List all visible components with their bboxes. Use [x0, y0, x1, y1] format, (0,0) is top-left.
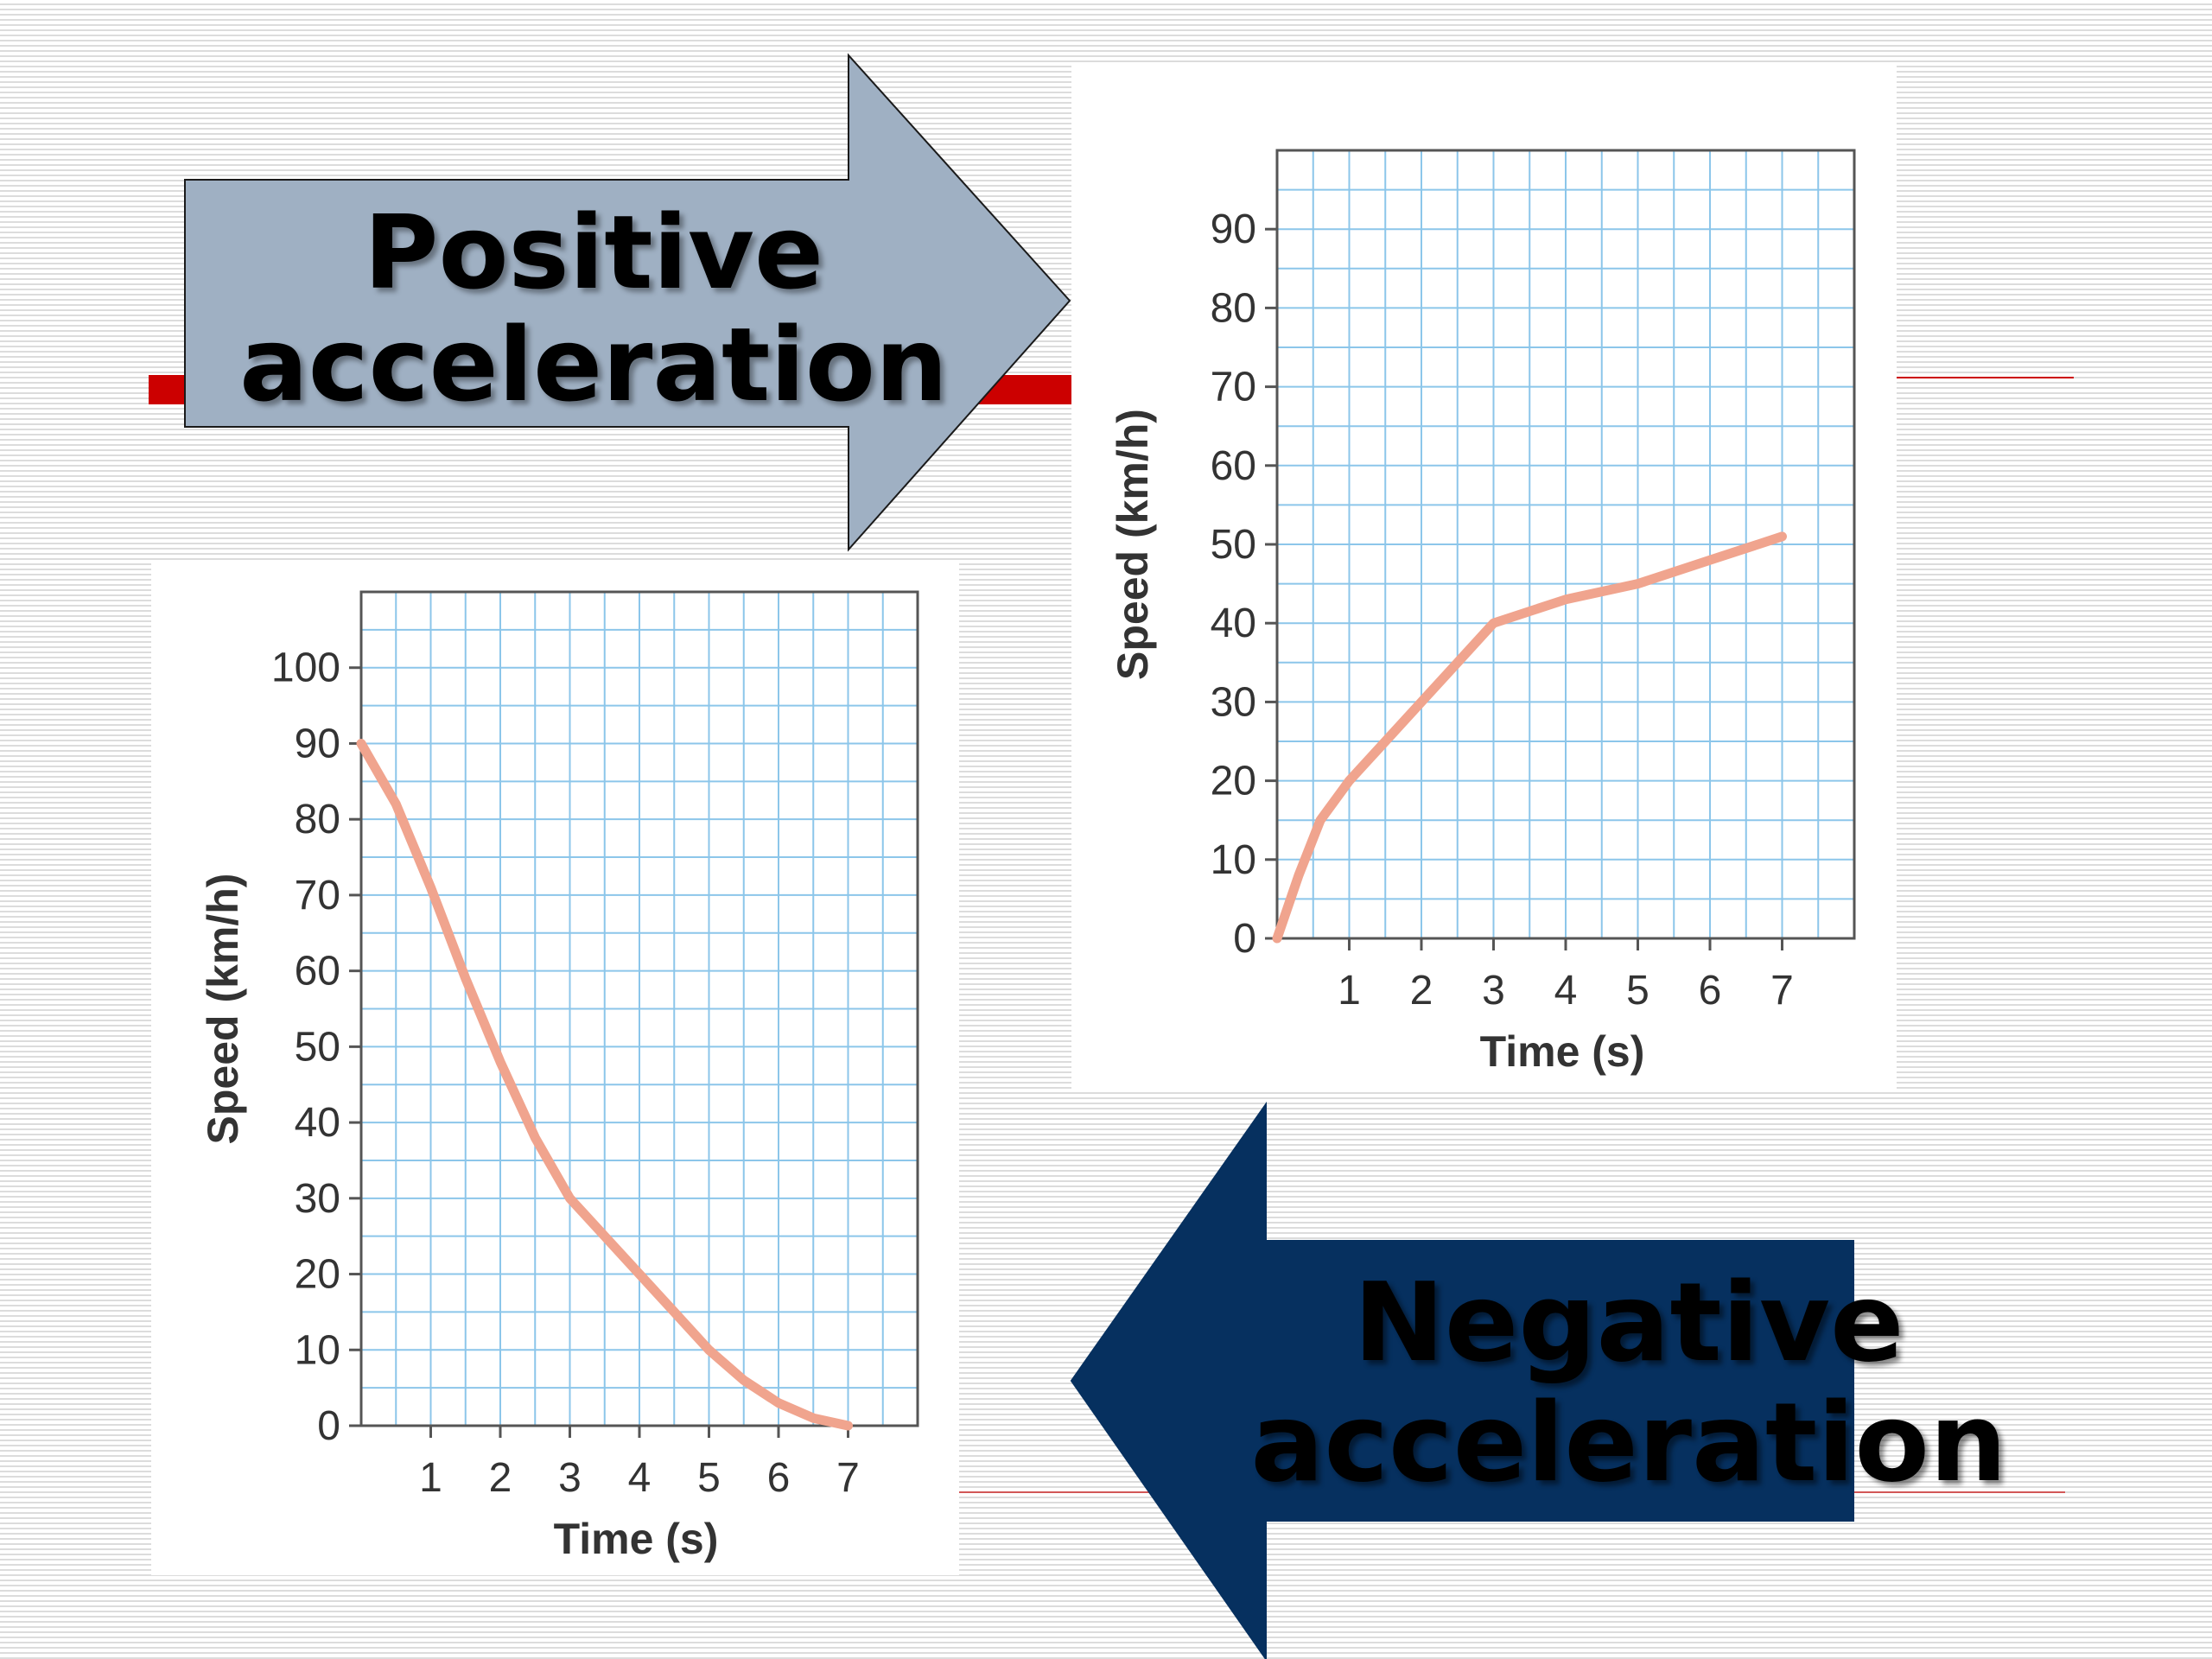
pos-chart-y-tick-label: 0: [1233, 916, 1256, 962]
pos-chart-series-line: [1272, 531, 1787, 944]
red-accent-line-top-right: [1897, 377, 2074, 378]
neg-chart-y-tick-label: 100: [271, 645, 340, 691]
neg-chart-y-tick-label: 60: [295, 949, 340, 995]
pos-chart-y-tick-label: 80: [1211, 285, 1256, 331]
pos-chart-x-axis-label: Time (s): [1480, 1027, 1645, 1076]
pos-chart-x-tick-label: 1: [1338, 968, 1361, 1014]
pos-chart-y-tick-label: 30: [1211, 679, 1256, 725]
neg-chart-x-axis-label: Time (s): [554, 1515, 719, 1563]
neg-chart-y-tick-label: 70: [295, 873, 340, 918]
neg-chart-y-axis-label: Speed (km/h): [199, 874, 247, 1145]
neg-chart-x-tick-label: 2: [489, 1455, 512, 1501]
neg-chart-y-tick-label: 80: [295, 797, 340, 842]
pos-chart-x-tick-label: 4: [1554, 968, 1578, 1014]
pos-chart-x-tick-label: 5: [1626, 968, 1649, 1014]
negative-arrow-label: Negative acceleration: [1132, 1259, 2126, 1506]
neg-chart-y-tick-label: 90: [295, 721, 340, 766]
negative-acceleration-chart: 0 10 20 30 40 50 60 70 80 90 100 1 2 3 4 5 6 7 Time (s) Spe…: [199, 590, 919, 1563]
neg-chart-series-line: [356, 739, 853, 1431]
negative-arrow-line2: acceleration: [1250, 1378, 2007, 1506]
positive-arrow-line1: Positive: [363, 193, 824, 312]
pos-chart-y-tick-label: 70: [1211, 365, 1256, 410]
neg-chart-x-tick-label: 6: [767, 1455, 791, 1501]
pos-chart-x-tick-label: 2: [1410, 968, 1433, 1014]
pos-chart-y-axis-label: Speed (km/h): [1109, 409, 1157, 680]
neg-chart-y-tick-label: 20: [295, 1252, 340, 1298]
neg-chart-y-tick-label: 0: [317, 1403, 340, 1449]
positive-acceleration-chart: 0 10 20 30 40 50 60 70 80 90 1 2 3 4 5 6 7 Time (s) Speed …: [1109, 149, 1856, 1076]
neg-chart-x-tick-label: 7: [836, 1455, 860, 1501]
chart-panel-negative: [151, 560, 959, 1575]
pos-chart-x-tick-label: 3: [1482, 968, 1505, 1014]
pos-chart-y-tick-label: 50: [1211, 522, 1256, 568]
pos-chart-x-tick-label: 6: [1699, 968, 1722, 1014]
pos-chart-x-tick-label: 7: [1770, 968, 1794, 1014]
pos-chart-y-tick-label: 10: [1211, 837, 1256, 883]
positive-arrow-line2: acceleration: [239, 304, 948, 424]
positive-arrow: [184, 53, 1071, 552]
negative-arrow: [1070, 1101, 1854, 1659]
neg-chart-y-tick-label: 10: [295, 1327, 340, 1373]
neg-chart-y-tick-label: 30: [295, 1176, 340, 1222]
neg-chart-x-tick-label: 3: [558, 1455, 582, 1501]
neg-chart-y-tick-label: 40: [295, 1100, 340, 1146]
pos-chart-y-tick-label: 60: [1211, 443, 1256, 489]
neg-chart-x-tick-label: 5: [697, 1455, 721, 1501]
neg-chart-y-tick-label: 50: [295, 1024, 340, 1070]
pos-chart-y-tick-label: 40: [1211, 601, 1256, 646]
pos-chart-y-tick-label: 20: [1211, 759, 1256, 804]
neg-chart-x-tick-label: 4: [628, 1455, 652, 1501]
positive-arrow-label: Positive acceleration: [183, 193, 1004, 424]
pos-chart-y-tick-label: 90: [1211, 207, 1256, 252]
neg-chart-x-tick-label: 1: [419, 1455, 442, 1501]
negative-arrow-line1: Negative: [1353, 1259, 1904, 1386]
chart-panel-positive: [1071, 62, 1897, 1090]
